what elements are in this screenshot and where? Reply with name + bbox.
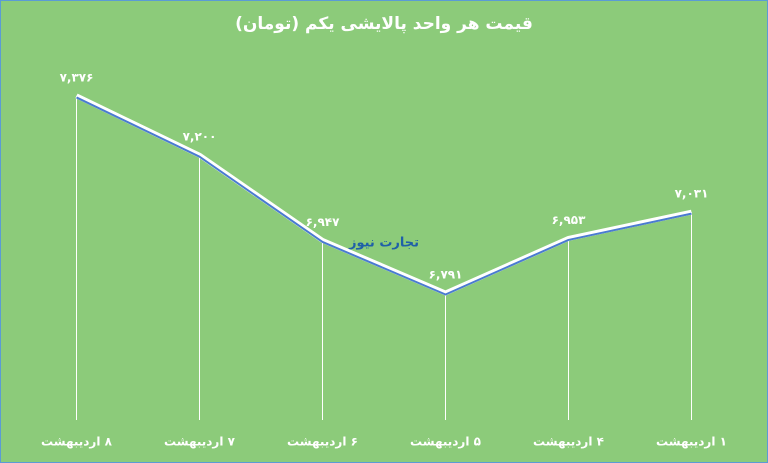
data-label: ۷,۳۷۶ — [60, 70, 94, 84]
x-tick-label: ۷ اردیبهشت — [164, 435, 236, 449]
data-label: ۶,۹۴۷ — [306, 215, 341, 229]
line — [76, 96, 692, 296]
x-tick-label: ۶ اردیبهشت — [287, 435, 358, 449]
x-tick-label: ۱ اردیبهشت — [656, 435, 727, 449]
x-tick-label: ۴ اردیبهشت — [533, 435, 604, 449]
data-label: ۷,۲۰۰ — [183, 130, 217, 144]
x-tick-label: ۸ اردیبهشت — [41, 435, 113, 449]
chart-title: قیمت هر واحد پالایشی یکم (تومان) — [235, 14, 533, 34]
data-label: ۶,۹۵۳ — [552, 213, 587, 227]
data-label: ۶,۷۹۱ — [429, 267, 463, 281]
line-shadow — [75, 93, 693, 296]
data-label: ۷,۰۳۱ — [675, 187, 709, 201]
watermark: تجارت نیوز — [348, 236, 419, 251]
x-tick-label: ۵ اردیبهشت — [410, 435, 481, 449]
